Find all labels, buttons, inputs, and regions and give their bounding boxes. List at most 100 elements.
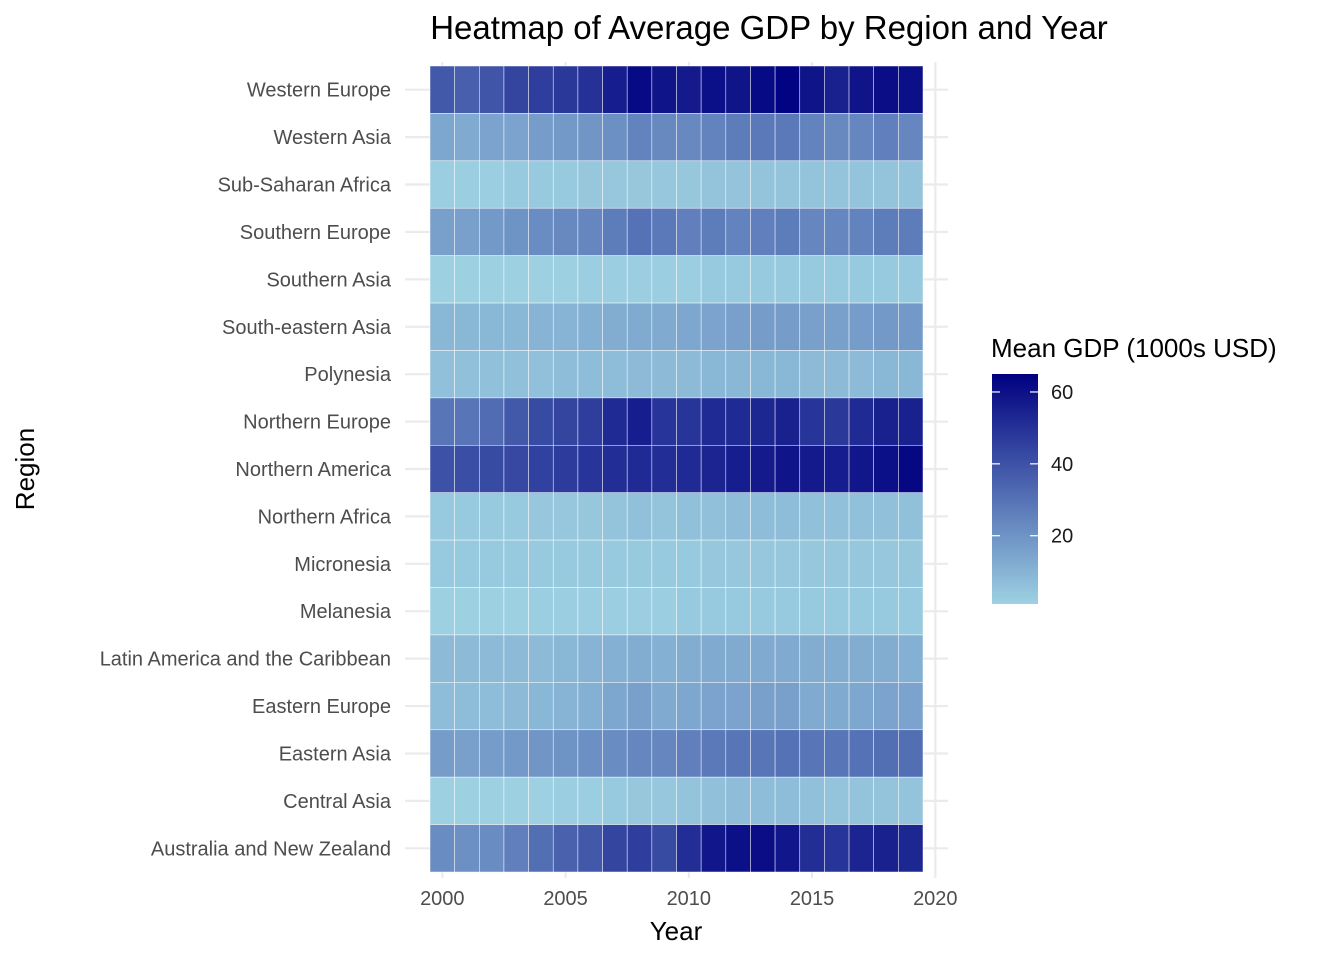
heatmap-cell xyxy=(700,350,727,399)
heatmap-cell xyxy=(651,682,677,731)
heatmap-cell xyxy=(750,824,776,873)
heatmap-cell xyxy=(898,824,924,873)
heatmap-cell xyxy=(725,776,751,825)
heatmap-cell xyxy=(528,539,554,588)
heatmap-cell xyxy=(848,65,874,114)
heatmap-cell xyxy=(454,160,480,209)
y-tick-labels: Western Europe Western Asia Sub-Saharan Af… xyxy=(100,80,392,861)
heatmap-cell xyxy=(873,397,899,446)
heatmap-cell xyxy=(676,113,702,162)
heatmap-cell xyxy=(700,444,727,494)
y-tick-label: Southern Europe xyxy=(240,222,391,244)
heatmap-cell xyxy=(651,65,677,114)
heatmap-cell xyxy=(848,634,874,683)
heatmap-cell xyxy=(799,160,825,209)
y-tick-label: Eastern Europe xyxy=(252,696,391,718)
heatmap-cell xyxy=(700,824,727,873)
heatmap-cell xyxy=(774,65,801,114)
heatmap-cell xyxy=(824,444,850,494)
heatmap-cell xyxy=(898,444,924,494)
heatmap-cell xyxy=(552,302,579,351)
heatmap-cell xyxy=(651,539,677,588)
heatmap-cell xyxy=(676,776,702,825)
heatmap-cell xyxy=(478,634,505,683)
heatmap-cell xyxy=(750,682,776,731)
heatmap-cell xyxy=(676,682,702,731)
heatmap-cell xyxy=(898,397,924,446)
heatmap-cell xyxy=(676,397,702,446)
heatmap-cell xyxy=(552,444,579,494)
heatmap-cell xyxy=(651,587,677,636)
heatmap-cell xyxy=(577,397,603,446)
legend: Mean GDP (1000s USD) 20 40 60 xyxy=(991,333,1277,604)
heatmap-cell xyxy=(750,776,776,825)
heatmap-cell xyxy=(676,350,702,399)
heatmap-cell xyxy=(552,539,579,588)
heatmap-cell xyxy=(774,113,801,162)
heatmap-cell xyxy=(750,587,776,636)
y-tick-label: Sub-Saharan Africa xyxy=(218,175,392,197)
heatmap-cell xyxy=(725,207,751,256)
heatmap-cell xyxy=(577,444,603,494)
heatmap-cell xyxy=(503,65,529,114)
heatmap-cell xyxy=(602,634,628,683)
heatmap-cell xyxy=(725,824,751,873)
heatmap-cell xyxy=(725,444,751,494)
heatmap-cell xyxy=(799,444,825,494)
heatmap-cell xyxy=(429,113,455,162)
heatmap-cell xyxy=(503,682,529,731)
heatmap-cell xyxy=(602,113,628,162)
heatmap-cell xyxy=(454,824,480,873)
y-tick-label: Central Asia xyxy=(283,791,392,813)
heatmap-cell xyxy=(774,492,801,541)
heatmap-cell xyxy=(528,255,554,304)
heatmap-cell xyxy=(528,350,554,399)
heatmap-cell xyxy=(429,444,455,494)
heatmap-cell xyxy=(848,729,874,778)
heatmap-cell xyxy=(552,113,579,162)
heatmap-cell xyxy=(429,824,455,873)
heatmap-cell xyxy=(602,729,628,778)
heatmap-cell xyxy=(898,492,924,541)
heatmap-cell xyxy=(651,255,677,304)
heatmap-cell xyxy=(824,350,850,399)
heatmap-cell xyxy=(824,587,850,636)
heatmap-cell xyxy=(824,113,850,162)
heatmap-cell xyxy=(429,539,455,588)
heatmap-cell xyxy=(478,776,505,825)
heatmap-cell xyxy=(602,160,628,209)
heatmap-cell xyxy=(429,587,455,636)
heatmap-cell xyxy=(552,587,579,636)
heatmap-cell xyxy=(478,350,505,399)
heatmap-cell xyxy=(898,776,924,825)
heatmap-cell xyxy=(848,776,874,825)
heatmap-cells xyxy=(429,65,924,873)
heatmap-cell xyxy=(651,824,677,873)
heatmap-cell xyxy=(552,634,579,683)
heatmap-cell xyxy=(725,729,751,778)
heatmap-cell xyxy=(577,492,603,541)
heatmap-cell xyxy=(602,207,628,256)
heatmap-cell xyxy=(651,302,677,351)
heatmap-cell xyxy=(454,302,480,351)
heatmap-cell xyxy=(626,729,653,778)
heatmap-cell xyxy=(503,776,529,825)
x-tick-label: 2020 xyxy=(913,888,958,910)
heatmap-cell xyxy=(528,65,554,114)
heatmap-cell xyxy=(750,397,776,446)
heatmap-cell xyxy=(824,776,850,825)
heatmap-cell xyxy=(848,160,874,209)
heatmap-cell xyxy=(651,113,677,162)
heatmap-cell xyxy=(725,634,751,683)
heatmap-cell xyxy=(528,207,554,256)
heatmap-cell xyxy=(774,824,801,873)
y-tick-label: Western Europe xyxy=(247,80,391,102)
heatmap-cell xyxy=(602,350,628,399)
heatmap-cell xyxy=(799,587,825,636)
heatmap-cell xyxy=(725,397,751,446)
heatmap-cell xyxy=(799,207,825,256)
heatmap-cell xyxy=(454,207,480,256)
legend-tick-label: 40 xyxy=(1051,454,1073,476)
heatmap-cell xyxy=(725,160,751,209)
heatmap-cell xyxy=(577,302,603,351)
